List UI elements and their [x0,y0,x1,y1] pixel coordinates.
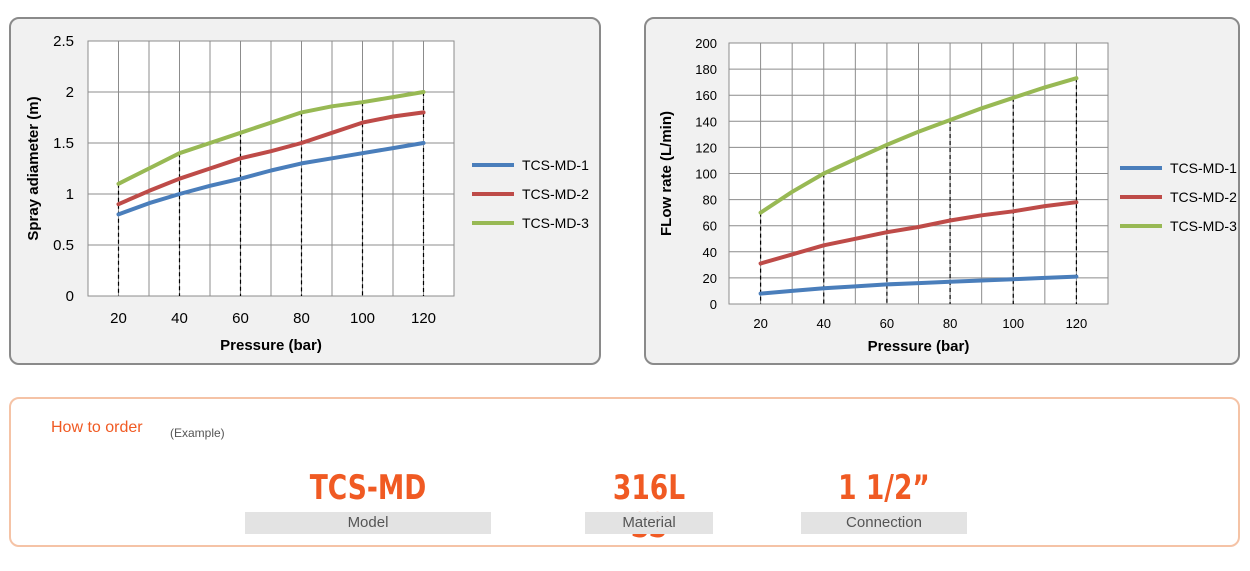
y-tick-label: 80 [703,193,717,208]
y-tick-label: 0 [710,297,717,312]
flow-rate-chart: 0 20 40 60 80 100 120 140 160 180 200 20 40 60 80 100 12… [658,36,1237,355]
series-line-tcs-md-1 [116,141,426,217]
spray-diameter-chart-panel: 0 0.5 1 1.5 2 2.5 20 40 60 80 100 120 Pressure (bar)… [9,17,601,365]
y-tick-label: 2.5 [53,33,74,50]
legend-label: TCS-MD-3 [522,215,589,231]
y-axis-label: FLow rate (L/min) [658,111,675,236]
order-value-model: TCS-MD [309,468,427,508]
order-label-model: Model [245,512,491,534]
y-tick-label: 100 [695,167,717,182]
x-tick-label: 20 [110,310,127,327]
y-tick-label: 120 [695,140,717,155]
series-line-tcs-md-3 [758,76,1079,215]
y-tick-label: 20 [703,271,717,286]
y-tick-label: 60 [703,219,717,234]
series-line-tcs-md-2 [116,110,426,207]
order-label-material: Material [585,512,713,534]
how-to-order-example-note: (Example) [170,426,225,440]
x-tick-label: 40 [171,310,188,327]
y-tick-label: 1.5 [53,135,74,152]
y-tick-label: 160 [695,88,717,103]
order-value-connection: 1 1/2” [838,468,930,508]
legend-label: TCS-MD-2 [522,186,589,202]
how-to-order-panel: How to order (Example) TCS-MD Model 316L… [9,397,1240,547]
x-axis-label: Pressure (bar) [220,337,322,354]
x-axis-label: Pressure (bar) [868,338,970,355]
how-to-order-title: How to order [51,419,143,436]
y-tick-label: 1 [66,186,74,203]
legend-label: TCS-MD-3 [1170,218,1237,234]
y-tick-label: 0 [66,288,74,305]
x-tick-label: 20 [753,316,767,331]
series-line-tcs-md-2 [758,200,1079,266]
x-tick-label: 80 [293,310,310,327]
flow-rate-chart-panel: 0 20 40 60 80 100 120 140 160 180 200 20 40 60 80 100 12… [644,17,1240,365]
spray-diameter-chart: 0 0.5 1 1.5 2 2.5 20 40 60 80 100 120 Pressure (bar)… [25,33,589,354]
y-tick-label: 0.5 [53,237,74,254]
x-tick-label: 60 [232,310,249,327]
x-tick-label: 80 [943,316,957,331]
legend-label: TCS-MD-2 [1170,189,1237,205]
y-tick-label: 40 [703,245,717,260]
x-tick-label: 40 [817,316,831,331]
legend-label: TCS-MD-1 [1170,160,1237,176]
legend-label: TCS-MD-1 [522,157,589,173]
y-tick-label: 140 [695,114,717,129]
y-tick-label: 200 [695,36,717,51]
series-line-tcs-md-1 [758,274,1079,296]
y-axis-label: Spray adiameter (m) [25,96,42,240]
x-tick-label: 60 [880,316,894,331]
order-label-connection: Connection [801,512,967,534]
x-tick-label: 100 [1002,316,1024,331]
x-tick-label: 120 [1066,316,1088,331]
series-line-tcs-md-3 [116,90,426,186]
y-tick-label: 180 [695,62,717,77]
x-tick-label: 120 [411,310,436,327]
y-tick-label: 2 [66,84,74,101]
x-tick-label: 100 [350,310,375,327]
